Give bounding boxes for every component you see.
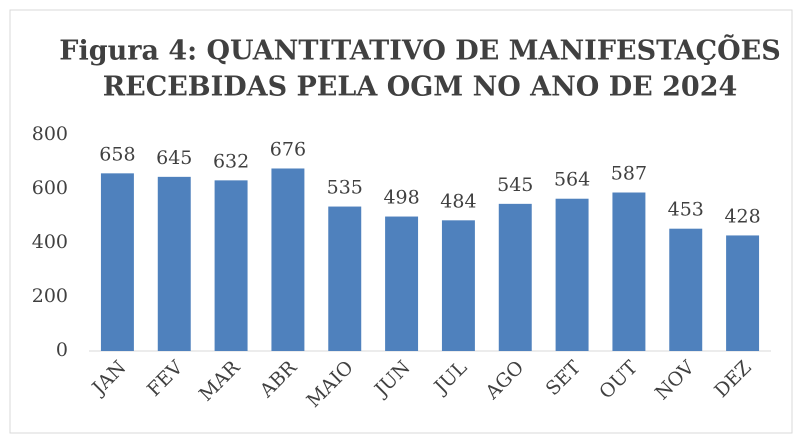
bar	[441, 220, 475, 351]
data-label: 535	[327, 177, 363, 199]
y-tick-label: 0	[56, 339, 68, 361]
bar	[271, 168, 305, 351]
data-label: 428	[724, 205, 760, 227]
bar	[726, 235, 760, 351]
bar	[385, 216, 419, 351]
y-tick-label: 400	[32, 231, 68, 253]
bar	[555, 198, 589, 351]
bar	[157, 176, 191, 351]
bar	[214, 180, 248, 351]
data-label: 564	[554, 169, 590, 191]
bar	[669, 228, 703, 351]
y-tick-label: 600	[32, 177, 68, 199]
bar	[498, 203, 532, 351]
data-label: 632	[213, 150, 249, 172]
data-label: 658	[99, 143, 135, 165]
data-label: 645	[156, 147, 192, 169]
bar	[612, 192, 646, 351]
data-label: 453	[668, 199, 704, 221]
data-label: 545	[497, 174, 533, 196]
bar	[100, 173, 134, 351]
data-label: 484	[440, 190, 476, 212]
chart-title: Figura 4: QUANTITATIVO DE MANIFESTAÇÕES	[59, 33, 780, 67]
data-label: 676	[270, 138, 306, 160]
y-tick-label: 200	[32, 285, 68, 307]
y-tick-label: 800	[32, 123, 68, 145]
data-label: 498	[383, 187, 419, 209]
chart-title: RECEBIDAS PELA OGM NO ANO DE 2024	[103, 72, 738, 103]
data-label: 587	[611, 163, 647, 185]
bar	[328, 206, 362, 351]
